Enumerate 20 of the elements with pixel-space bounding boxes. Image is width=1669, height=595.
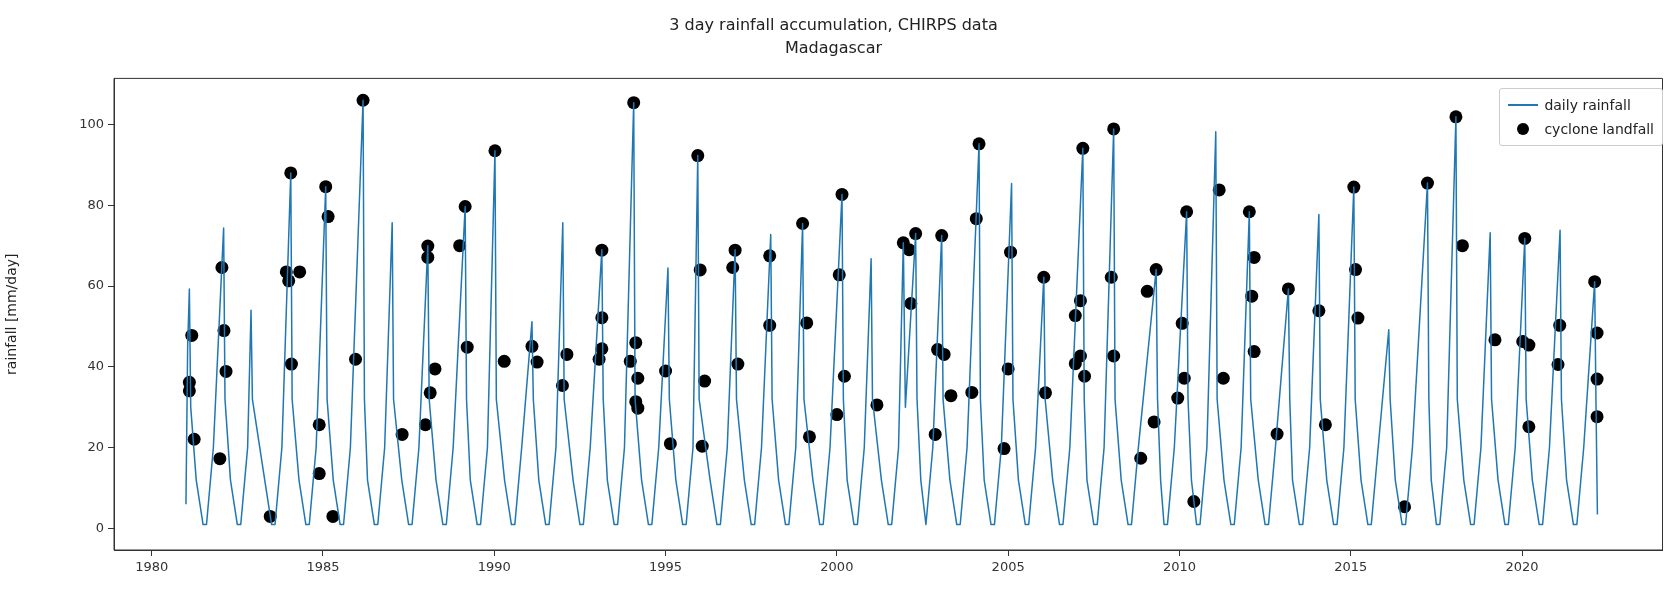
y-tick-label: 80 xyxy=(87,196,104,212)
x-tick-label: 2000 xyxy=(820,559,854,575)
y-tick-label: 100 xyxy=(79,115,104,131)
y-tick-label: 40 xyxy=(87,358,104,374)
x-tick-label: 1990 xyxy=(477,559,511,575)
x-tick-label: 2020 xyxy=(1505,559,1539,575)
x-tick-label: 1995 xyxy=(649,559,683,575)
chart-title: 3 day rainfall accumulation, CHIRPS data xyxy=(669,14,998,34)
x-tick-label: 1985 xyxy=(306,559,340,575)
y-tick-label: 0 xyxy=(95,519,104,535)
y-axis-title: rainfall [mm/day] xyxy=(3,253,20,375)
chart-subtitle: Madagascar xyxy=(784,37,883,57)
x-tick-label: 1980 xyxy=(135,559,169,575)
x-tick-label: 2015 xyxy=(1334,559,1368,575)
y-tick-label: 20 xyxy=(87,439,104,455)
legend-label: daily rainfall xyxy=(1544,97,1631,113)
x-tick-label: 2010 xyxy=(1162,559,1196,575)
x-tick-label: 2005 xyxy=(991,559,1025,575)
legend-label: cyclone landfall xyxy=(1544,121,1654,137)
y-tick-label: 60 xyxy=(87,277,104,293)
